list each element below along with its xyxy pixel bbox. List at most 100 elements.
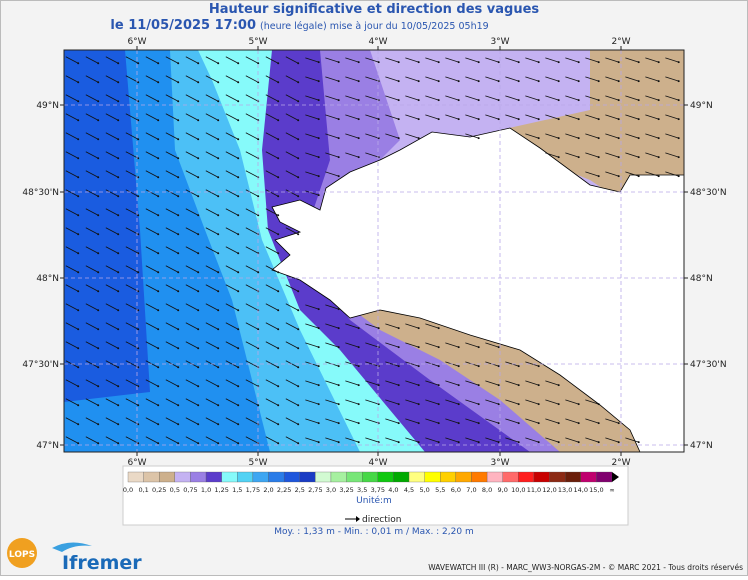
legend-swatch	[455, 471, 472, 483]
wave-arrow-head	[637, 99, 640, 102]
legend-label: 1,0	[201, 486, 211, 494]
wave-arrow-head	[637, 156, 640, 159]
wave-arrow-head	[417, 327, 420, 330]
wave-arrow-head	[497, 384, 500, 387]
wave-arrow-head	[317, 384, 320, 387]
legend-label: 5,5	[435, 486, 445, 494]
wave-arrow-head	[297, 119, 300, 122]
wave-arrow	[585, 57, 599, 63]
wave-arrow-head	[597, 118, 600, 121]
wave-arrow-head	[277, 100, 280, 103]
wave-arrow	[125, 94, 139, 102]
wave-arrow	[525, 399, 539, 405]
wave-arrow-head	[197, 252, 200, 255]
wave-arrow	[645, 76, 659, 82]
wave-arrow	[585, 437, 599, 443]
wave-arrow-head	[277, 81, 280, 84]
legend-label: 3,25	[339, 486, 353, 494]
wave-arrow-head	[257, 271, 260, 274]
wave-arrow-head	[277, 347, 280, 350]
wave-arrow	[225, 227, 239, 235]
wave-arrow-head	[157, 119, 160, 122]
wave-arrow-head	[197, 404, 200, 407]
wave-arrow-head	[457, 118, 460, 121]
wave-arrow	[65, 170, 79, 178]
wave-arrow	[265, 75, 279, 83]
wave-arrow-head	[117, 157, 120, 160]
wave-arrow	[345, 342, 359, 348]
wave-arrow-head	[157, 366, 160, 369]
wave-arrow	[265, 170, 279, 178]
wave-arrow-head	[117, 309, 120, 312]
zone	[500, 50, 684, 200]
wave-arrow	[85, 379, 99, 387]
wave-arrow-head	[197, 214, 200, 217]
wave-arrow-head	[137, 81, 140, 84]
wave-arrow	[125, 284, 139, 292]
wave-arrow-head	[497, 346, 500, 349]
wave-arrow	[505, 437, 519, 443]
wave-arrow-head	[137, 404, 140, 407]
wave-arrow	[605, 418, 619, 424]
wave-arrow	[645, 171, 659, 177]
wave-arrow	[145, 56, 159, 64]
wave-arrow-head	[177, 385, 180, 388]
legend-label: 11,0	[527, 486, 541, 494]
wave-arrow-head	[417, 137, 420, 140]
wave-arrow-head	[617, 175, 620, 178]
wave-arrow-head	[437, 403, 440, 406]
wave-arrow	[365, 152, 379, 158]
wave-arrow-head	[357, 137, 360, 140]
wave-arrow-head	[337, 175, 340, 178]
wave-arrow-head	[597, 137, 600, 140]
lon-label: 4°W	[368, 37, 387, 47]
wave-arrow-head	[517, 99, 520, 102]
wave-arrow	[285, 151, 299, 159]
wave-arrow-head	[77, 404, 80, 407]
wave-arrow	[445, 114, 459, 120]
wave-arrow	[445, 437, 459, 443]
wave-arrow	[145, 398, 159, 406]
wave-arrow-head	[477, 384, 480, 387]
wave-arrow-head	[417, 61, 420, 64]
wave-arrow-head	[77, 233, 80, 236]
wave-arrow	[445, 342, 459, 348]
wave-arrow-head	[657, 80, 660, 83]
wave-arrow	[425, 57, 439, 63]
wave-arrow	[345, 76, 359, 82]
wave-arrow-head	[677, 137, 680, 140]
wave-arrow	[605, 133, 619, 139]
wave-arrow	[305, 76, 319, 82]
wave-arrow	[225, 132, 239, 140]
legend-label: 2,5	[295, 486, 305, 494]
wave-arrow	[65, 227, 79, 235]
legend-label: 1,5	[232, 486, 242, 494]
wave-arrow-head	[397, 384, 400, 387]
wave-arrow-head	[377, 384, 380, 387]
wave-arrow	[445, 380, 459, 386]
wave-arrow	[465, 399, 479, 405]
legend-swatch	[408, 471, 425, 483]
wave-arrow-head	[337, 137, 340, 140]
wave-arrow-head	[137, 347, 140, 350]
lat-label: 48°30'N	[22, 188, 59, 198]
lon-label: 5°W	[248, 458, 267, 468]
wave-arrow	[85, 132, 99, 140]
wave-arrow-head	[477, 137, 480, 140]
wave-arrow	[625, 437, 639, 443]
wave-arrow-head	[457, 99, 460, 102]
wave-arrow	[545, 114, 559, 120]
wave-arrow-head	[457, 441, 460, 444]
wave-arrow	[205, 170, 219, 178]
wave-arrow-head	[637, 137, 640, 140]
wave-arrow-head	[237, 214, 240, 217]
legend-swatch	[362, 471, 378, 483]
wave-arrow-head	[537, 422, 540, 425]
wave-arrow	[85, 303, 99, 311]
wave-arrow	[185, 170, 199, 178]
wave-arrow	[125, 360, 139, 368]
wave-arrow-head	[157, 100, 160, 103]
legend: 0,0 0,1 0,25 0,5 0,75 1,0 1,25 1,5 1,75 2,0 2,25 2,…	[123, 471, 619, 494]
wave-arrow	[645, 152, 659, 158]
wave-arrow-head	[357, 61, 360, 64]
